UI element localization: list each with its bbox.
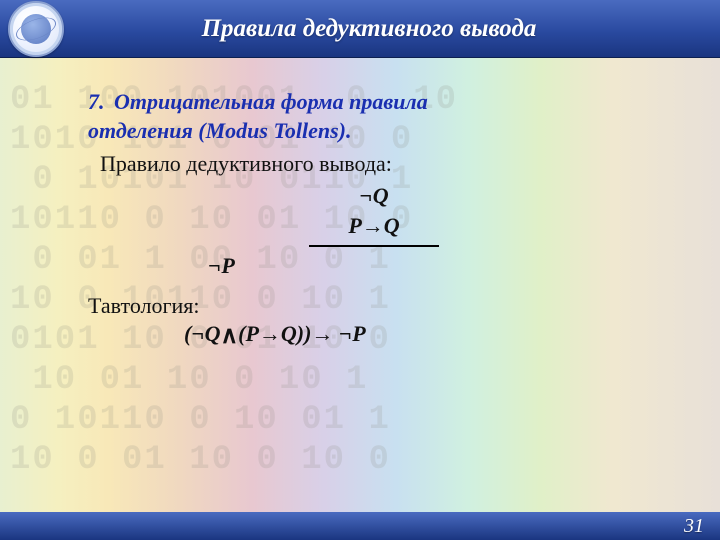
rule-subheading: Правило дедуктивного вывода: — [100, 151, 660, 177]
and-symbol-icon: ∧ — [221, 322, 239, 349]
slide-content: 7. Отрицательная форма правила отделения… — [0, 58, 720, 350]
tautology-label: Тавтология: — [88, 293, 660, 319]
premise-2: P→Q — [88, 211, 660, 241]
slide-footer: 31 — [0, 512, 720, 540]
tautology-left: (¬Q — [184, 321, 221, 346]
page-number: 31 — [684, 515, 704, 538]
inference-block: ¬Q P→Q — [88, 181, 660, 246]
tautology-formula: (¬Q∧(P→Q))→ ¬P — [184, 321, 660, 350]
rule-name-line1: Отрицательная форма правила — [114, 89, 428, 114]
tautology-right: (P→Q))→ ¬P — [238, 321, 366, 346]
slide-title: Правила дедуктивного вывода — [78, 15, 720, 43]
inference-line — [309, 245, 439, 247]
conclusion: ¬P — [208, 253, 660, 279]
slide-header: Правила дедуктивного вывода — [0, 0, 720, 58]
rule-number: 7. — [88, 89, 105, 114]
rule-heading: 7. Отрицательная форма правила отделения… — [88, 88, 660, 145]
rule-name-line2: отделения (Modus Tollens). — [88, 118, 352, 143]
premise-1: ¬Q — [88, 181, 660, 211]
logo-badge — [8, 1, 64, 57]
logo-inner-icon — [21, 14, 51, 44]
